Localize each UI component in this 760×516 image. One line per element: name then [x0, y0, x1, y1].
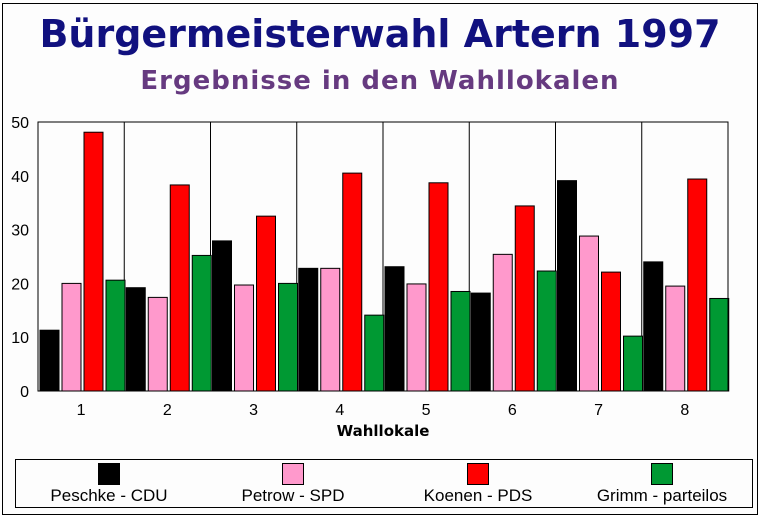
y-tick-label: 0	[20, 384, 29, 401]
legend-swatch	[651, 463, 673, 485]
legend-label: Grimm - parteilos	[596, 486, 728, 505]
x-tick-label: 4	[335, 402, 344, 419]
bar-3-1	[83, 131, 104, 392]
legend-swatch	[282, 463, 304, 485]
bar-4-2	[191, 254, 212, 392]
bar-1-7	[557, 180, 577, 392]
x-tick-label: 3	[249, 402, 258, 419]
bar-2-3	[234, 284, 254, 392]
bar-1-6	[470, 292, 491, 392]
plot-area	[37, 121, 729, 392]
x-tick-label: 2	[163, 402, 172, 419]
legend-item: Grimm - parteilos	[572, 460, 752, 507]
legend-swatch	[98, 463, 120, 485]
bar-1-1	[39, 329, 60, 392]
bar-3-2	[169, 184, 190, 392]
x-tick-label: 8	[680, 402, 689, 419]
bar-4-1	[105, 279, 126, 392]
bar-3-5	[428, 182, 449, 392]
legend: Peschke - CDU Petrow - SPD Koenen - PDS Gri…	[15, 459, 753, 508]
bar-2-7	[579, 235, 599, 392]
legend-label: Peschke - CDU	[50, 486, 168, 505]
bar-chart: 0 10 20 30 40 50 1 2 3 4 5 6 7 8 Wahllokale	[11, 115, 730, 440]
legend-label: Petrow - SPD	[241, 486, 345, 505]
bar-4-7	[623, 335, 643, 392]
y-tick-label: 20	[11, 276, 29, 293]
x-tick-label: 1	[77, 402, 86, 419]
chart-subtitle: Ergebnisse in den Wahllokalen	[140, 66, 620, 96]
y-tick-label: 30	[11, 223, 29, 240]
y-tick-label: 50	[11, 115, 29, 132]
bar-2-8	[665, 285, 686, 392]
bar-1-8	[643, 261, 664, 392]
bar-4-3	[278, 282, 298, 392]
bar-4-6	[536, 270, 557, 392]
bar-2-6	[492, 253, 513, 392]
bar-2-4	[320, 267, 341, 392]
chart-title: Bürgermeisterwahl Artern 1997	[39, 12, 721, 56]
bar-3-6	[514, 205, 535, 392]
bar-1-5	[384, 266, 405, 392]
bar-4-5	[450, 290, 471, 392]
chart-frame: Bürgermeisterwahl Artern 1997 Ergebnisse…	[2, 3, 758, 515]
bar-2-1	[61, 282, 82, 392]
legend-item: Koenen - PDS	[388, 460, 568, 507]
legend-swatch	[467, 463, 489, 485]
bar-2-5	[406, 283, 427, 392]
bar-1-2	[125, 287, 146, 392]
bar-3-7	[601, 271, 621, 392]
bar-1-4	[298, 267, 319, 392]
y-tick-label: 10	[11, 330, 29, 347]
legend-item: Petrow - SPD	[203, 460, 383, 507]
bar-2-2	[147, 296, 168, 392]
bar-4-4	[364, 314, 385, 392]
y-tick-label: 40	[11, 169, 29, 186]
legend-label: Koenen - PDS	[423, 486, 533, 505]
bar-4-8	[709, 297, 730, 392]
x-axis-label: Wahllokale	[337, 422, 430, 440]
bar-3-4	[342, 172, 363, 392]
x-tick-label: 5	[422, 402, 431, 419]
bar-3-3	[256, 215, 276, 392]
x-tick-label: 7	[594, 402, 603, 419]
bar-3-8	[687, 178, 708, 392]
x-tick-label: 6	[508, 402, 517, 419]
legend-item: Peschke - CDU	[19, 460, 199, 507]
bar-1-3	[212, 240, 232, 392]
